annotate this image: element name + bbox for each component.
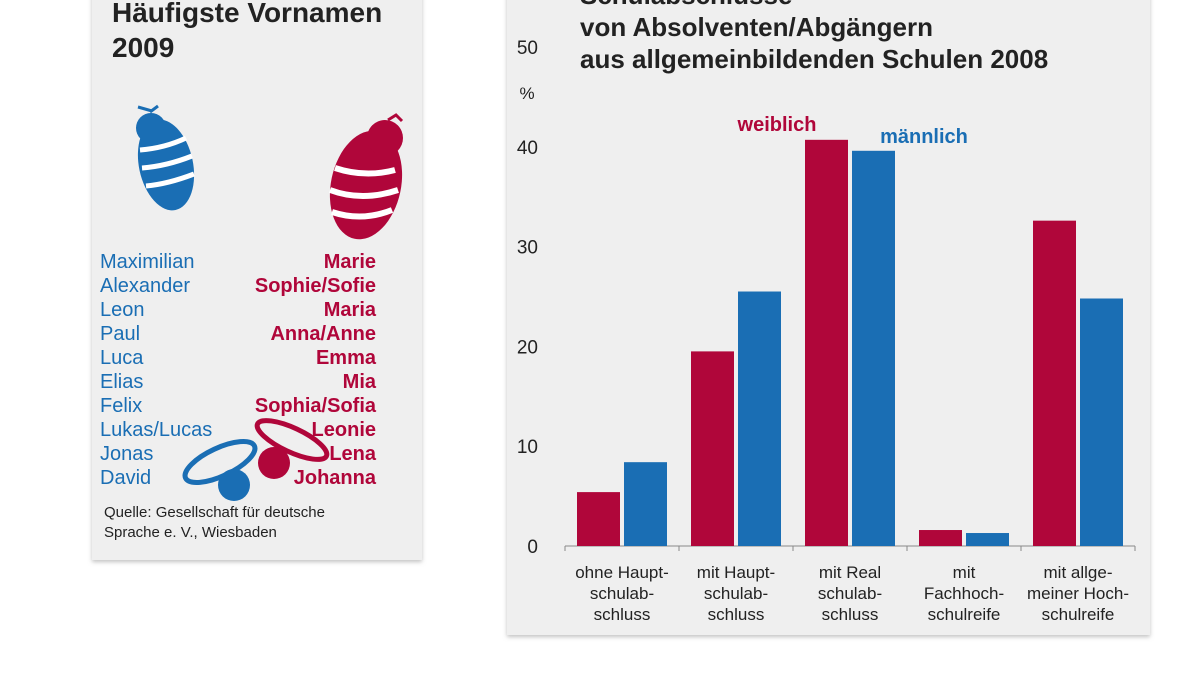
bar (805, 139, 848, 546)
y-axis-label: % (519, 84, 534, 103)
chart-title: Schulabschlüsse (580, 0, 792, 10)
boy-name: Alexander (100, 275, 190, 297)
girl-name: Sophie/Sofie (255, 275, 376, 297)
chart-title: aus allgemeinbildenden Schulen 2008 (580, 44, 1048, 74)
bar (852, 150, 895, 547)
source: Sprache e. V., Wiesbaden (104, 524, 277, 541)
panel-title: Häufigste Vornamen (112, 0, 382, 28)
boy-name: Felix (100, 395, 142, 417)
bar (1080, 298, 1123, 546)
girl-name: Johanna (294, 467, 377, 489)
bar (1033, 220, 1076, 547)
boy-name: Jonas (100, 443, 153, 465)
y-tick-label: 0 (527, 537, 538, 558)
x-tick-label: schulreife (1042, 605, 1115, 624)
chart-title: von Absolventen/Abgängern (580, 12, 933, 42)
legend-label: weiblich (737, 114, 817, 136)
x-tick-label: schulreife (928, 605, 1001, 624)
boy-name: Elias (100, 371, 143, 393)
x-tick-label: mit allge- (1044, 563, 1113, 582)
x-tick-label: Fachhoch- (924, 584, 1004, 603)
x-tick-label: meiner Hoch- (1027, 584, 1129, 603)
pacifier-red (254, 418, 330, 479)
x-tick-label: mit Haupt- (697, 563, 775, 582)
boy-name: Maximilian (100, 251, 194, 273)
bar (624, 462, 667, 546)
bar (577, 492, 620, 546)
girl-name: Sophia/Sofia (255, 395, 377, 417)
bar (966, 533, 1009, 546)
panel-title: 2009 (112, 32, 174, 63)
bar (691, 351, 734, 546)
y-tick-label: 10 (517, 437, 538, 458)
girl-name: Mia (343, 371, 377, 393)
pacifier-blue (182, 439, 258, 501)
girl-name: Anna/Anne (270, 323, 376, 345)
x-tick-label: schulab- (590, 584, 654, 603)
boy-name: Luca (100, 347, 144, 369)
x-tick-label: schluss (822, 605, 879, 624)
girl-name: Maria (324, 299, 377, 321)
boy-name: Paul (100, 323, 140, 345)
y-tick-label: 20 (517, 337, 538, 358)
girl-name: Leonie (312, 419, 376, 441)
legend-label: männlich (880, 126, 968, 148)
x-tick-label: ohne Haupt- (575, 563, 669, 582)
bar (919, 530, 962, 546)
y-tick-label: 50 (517, 38, 538, 59)
source: Quelle: Gesellschaft für deutsche (104, 504, 325, 521)
x-tick-label: schluss (594, 605, 651, 624)
boy-name: Lukas/Lucas (100, 419, 212, 441)
x-tick-label: schluss (708, 605, 765, 624)
x-tick-label: schulab- (818, 584, 882, 603)
baby-boy (136, 104, 195, 211)
x-tick-label: mit Real (819, 563, 881, 582)
bar (738, 291, 781, 546)
names-panel (92, 0, 422, 560)
girl-name: Emma (316, 347, 377, 369)
boy-name: Leon (100, 299, 145, 321)
y-tick-label: 30 (517, 238, 538, 259)
x-tick-label: schulab- (704, 584, 768, 603)
girl-name: Lena (329, 443, 377, 465)
boy-name: David (100, 467, 151, 489)
y-tick-label: 40 (517, 138, 538, 159)
x-tick-label: mit (953, 563, 976, 582)
baby-girl (328, 113, 404, 240)
girl-name: Marie (324, 251, 376, 273)
